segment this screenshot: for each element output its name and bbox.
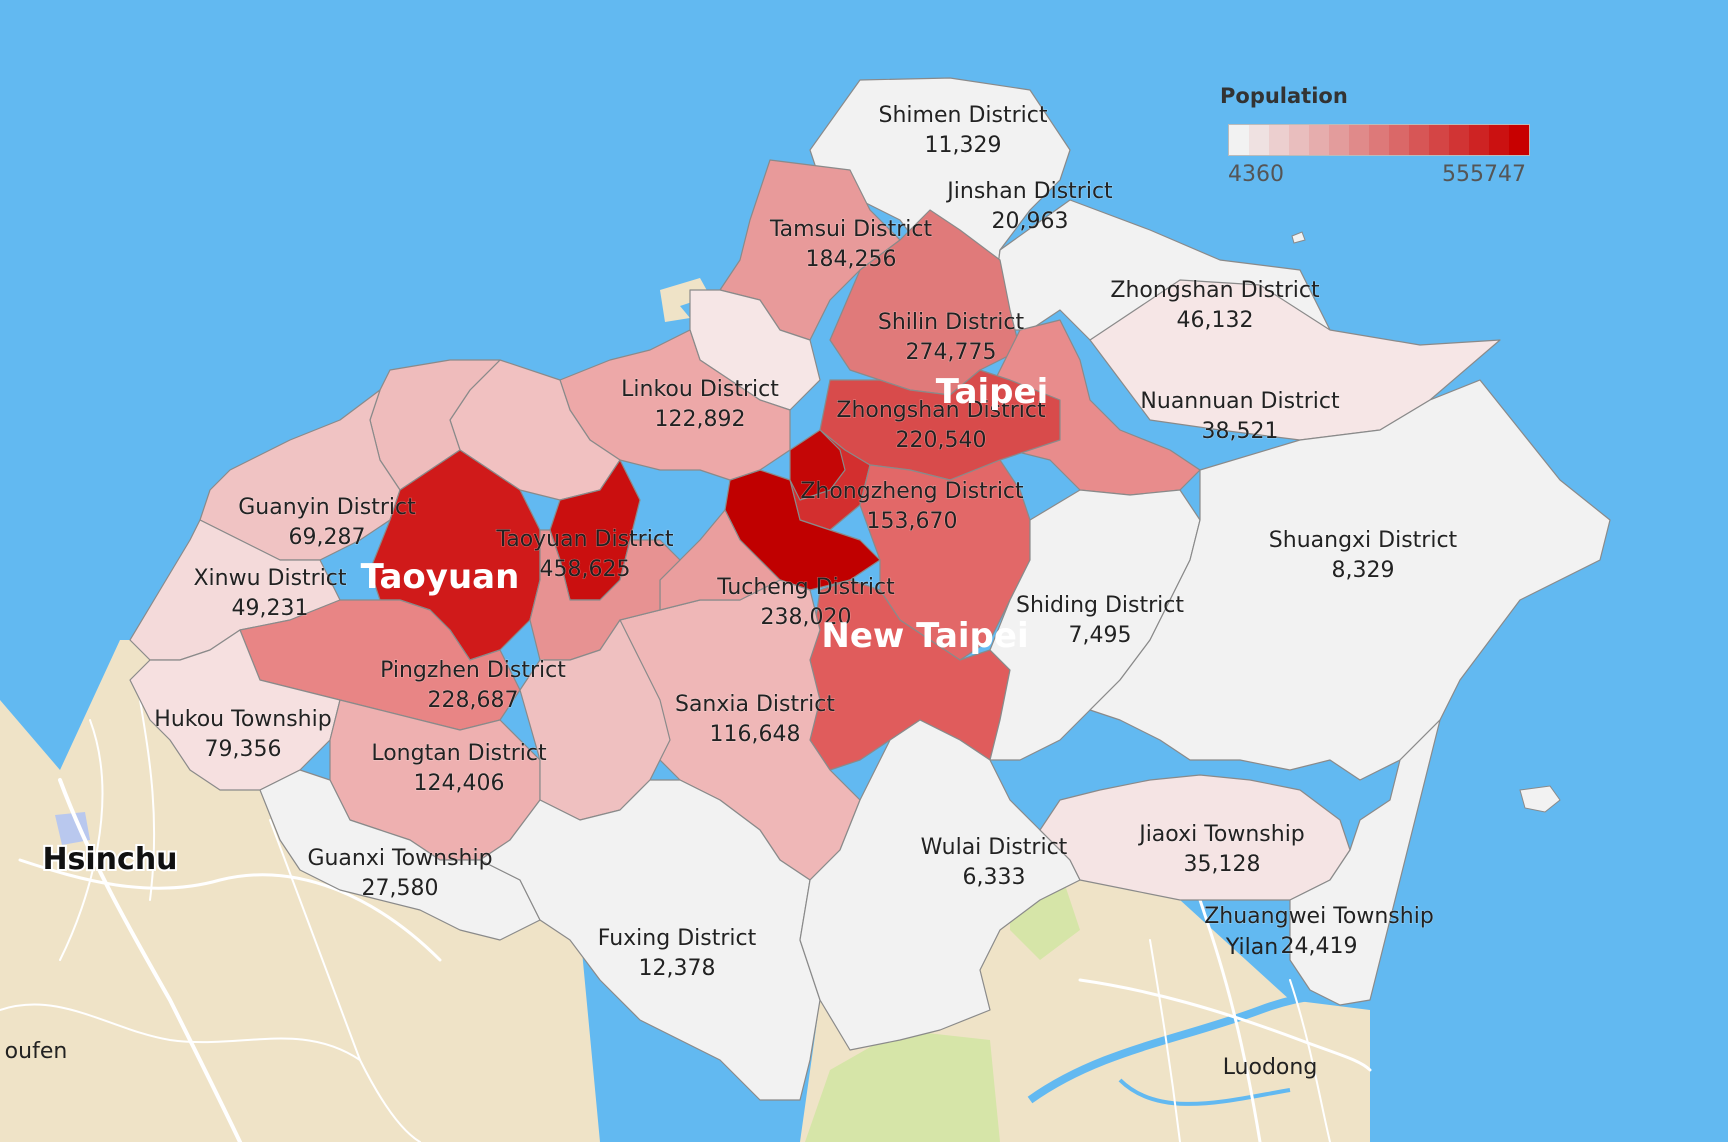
label-shiding-value: 7,495 [1069, 623, 1132, 648]
district-shilin[interactable] [829, 209, 1021, 396]
label-jiaoxi-value: 35,128 [1184, 852, 1261, 877]
label-jinshan-name: Jinshan District [945, 179, 1113, 204]
label-fuxing-value: 12,378 [639, 956, 716, 981]
legend-step [1489, 125, 1509, 155]
label-shiding-name: Shiding District [1016, 593, 1184, 618]
city-label-taipei: Taipei [936, 372, 1048, 412]
district-zhuangwei[interactable] [1289, 719, 1441, 1006]
label-shimen-name: Shimen District [879, 103, 1048, 128]
port-jetty [660, 278, 710, 322]
place-label-hsinchu: Hsinchu [42, 842, 177, 877]
place-label-toufen: oufen [5, 1039, 68, 1064]
districts-layer [129, 77, 1611, 1101]
label-longtan-value: 124,406 [414, 771, 505, 796]
label-linkou-name: Linkou District [621, 377, 779, 402]
label-hukou-value: 79,356 [205, 737, 282, 762]
legend-step [1509, 125, 1529, 155]
label-jiaoxi-name: Jiaoxi Township [1137, 822, 1305, 847]
label-pingzhen-name: Pingzhen District [380, 658, 566, 683]
label-fuxing-name: Fuxing District [598, 926, 757, 951]
label-taoyuan-name: Taoyuan District [495, 527, 674, 552]
label-shuangxi-name: Shuangxi District [1269, 528, 1458, 553]
legend-step [1249, 125, 1269, 155]
place-labels: Hsinchu oufen Yilan Luodong [5, 840, 1318, 1080]
label-zhongshan-ntpc-name: Zhongshan District [1110, 278, 1320, 303]
island [1519, 785, 1561, 813]
label-xinwu-value: 49,231 [232, 596, 309, 621]
label-shilin-value: 274,775 [906, 340, 997, 365]
label-guanyin-value: 69,287 [289, 525, 366, 550]
legend-min-label: 4360 [1228, 162, 1284, 187]
label-nuannuan-name: Nuannuan District [1140, 389, 1340, 414]
label-shilin-name: Shilin District [878, 310, 1025, 335]
label-tucheng-name: Tucheng District [716, 575, 895, 600]
city-labels: Taoyuan Taipei New Taipei [361, 372, 1049, 656]
label-linkou-value: 122,892 [655, 407, 746, 432]
legend-step [1269, 125, 1289, 155]
roads-yilan [1078, 898, 1372, 1142]
island [1291, 231, 1306, 244]
label-guanxi-name: Guanxi Township [307, 846, 492, 871]
roads-hsinchu [0, 699, 442, 1142]
label-tucheng-value: 238,020 [761, 605, 852, 630]
legend-step [1469, 125, 1489, 155]
label-guanxi-value: 27,580 [362, 876, 439, 901]
label-zhongshan-ntpc-value: 46,132 [1177, 308, 1254, 333]
district-banqiao[interactable] [789, 429, 846, 501]
label-zhongzheng-name: Zhongzheng District [800, 479, 1024, 504]
legend-step [1369, 125, 1389, 155]
label-nuannuan-value: 38,521 [1202, 419, 1279, 444]
place-label-luodong: Luodong [1223, 1055, 1318, 1080]
label-shuangxi-value: 8,329 [1332, 558, 1395, 583]
legend-step [1329, 125, 1349, 155]
legend-max-label: 555747 [1442, 162, 1526, 187]
label-guanyin-name: Guanyin District [238, 495, 416, 520]
place-label-yilan: Yilan [1225, 935, 1278, 960]
label-longtan-name: Longtan District [371, 741, 547, 766]
legend-step [1389, 125, 1409, 155]
legend-step [1229, 125, 1249, 155]
legend-step [1409, 125, 1429, 155]
label-sanxia-name: Sanxia District [675, 692, 835, 717]
label-pingzhen-value: 228,687 [428, 688, 519, 713]
district-labels: Shimen District 11,329 Jinshan District … [154, 103, 1458, 982]
legend-step [1449, 125, 1469, 155]
label-zhongshan-tpe-name: Zhongshan District [836, 398, 1046, 423]
reservoir [55, 812, 90, 845]
city-label-new-taipei: New Taipei [821, 616, 1028, 656]
legend-step [1289, 125, 1309, 155]
city-label-taoyuan: Taoyuan [361, 557, 520, 597]
label-sanxia-value: 116,648 [710, 722, 801, 747]
population-legend: Population 4360 555747 [1220, 84, 1540, 194]
legend-step [1429, 125, 1449, 155]
label-zhuangwei-value: 24,419 [1281, 934, 1358, 959]
label-tamsui-value: 184,256 [806, 247, 897, 272]
label-wulai-name: Wulai District [921, 835, 1068, 860]
label-jinshan-value: 20,963 [992, 209, 1069, 234]
legend-step [1309, 125, 1329, 155]
label-zhuangwei-name: Zhuangwei Township [1204, 904, 1434, 929]
river [1118, 1078, 1291, 1106]
label-zhongshan-tpe-value: 220,540 [896, 428, 987, 453]
label-xinwu-name: Xinwu District [193, 566, 346, 591]
label-tamsui-name: Tamsui District [769, 217, 933, 242]
label-wulai-value: 6,333 [963, 865, 1026, 890]
legend-color-ramp [1228, 124, 1530, 156]
district-jiaoxi[interactable] [1039, 774, 1351, 901]
label-hukou-name: Hukou Township [154, 707, 331, 732]
label-shimen-value: 11,329 [925, 133, 1002, 158]
legend-title: Population [1220, 84, 1348, 108]
park-area [805, 1030, 1000, 1142]
legend-step [1349, 125, 1369, 155]
label-taoyuan-value: 458,625 [540, 557, 631, 582]
label-zhongzheng-value: 153,670 [867, 509, 958, 534]
